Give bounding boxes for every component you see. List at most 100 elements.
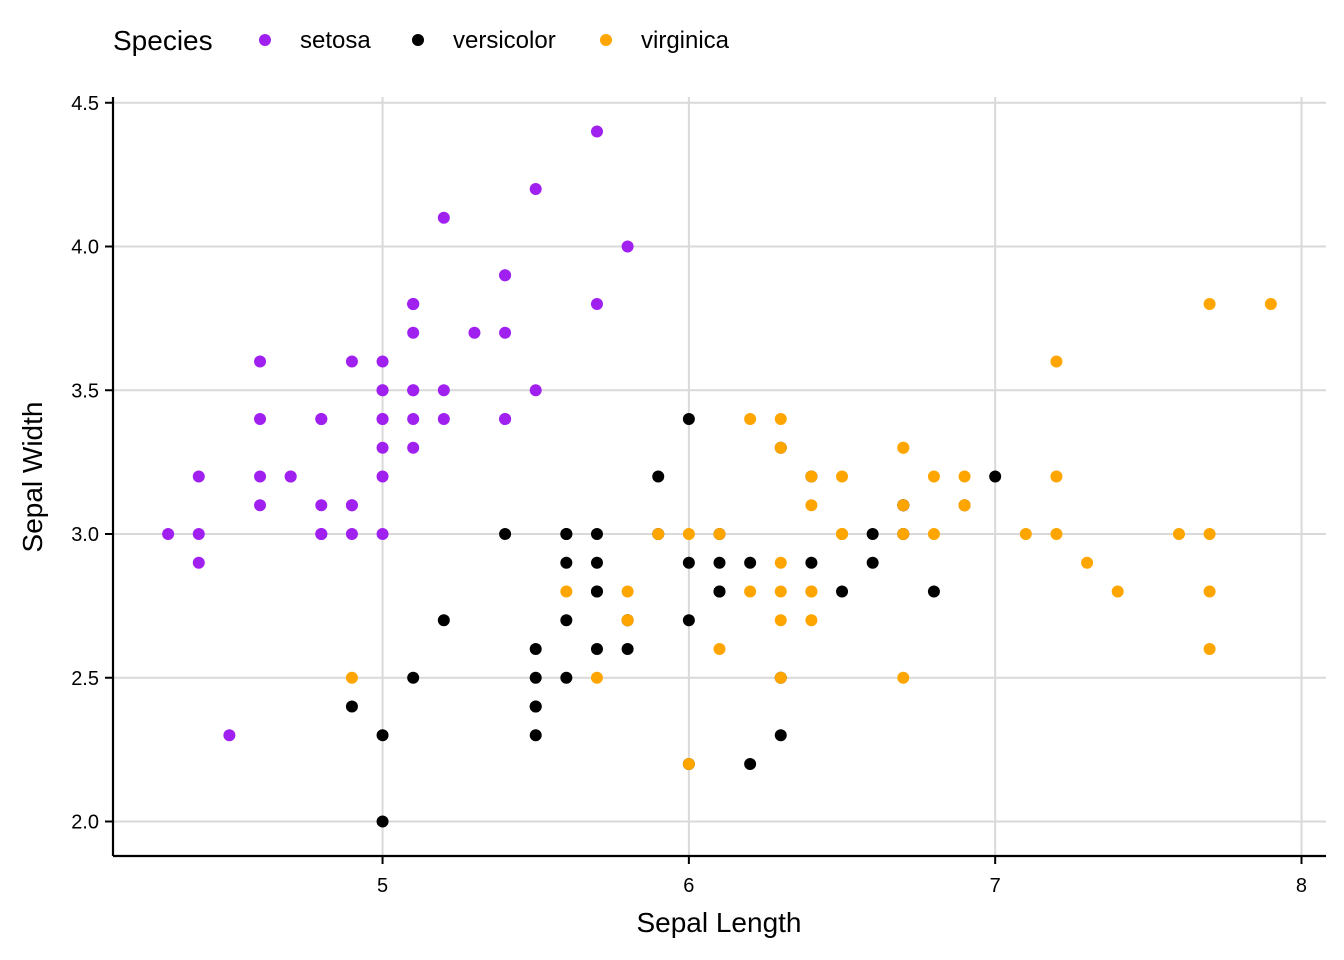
data-point xyxy=(590,556,603,569)
data-point xyxy=(958,470,971,483)
data-point xyxy=(774,556,787,569)
legend-label-versicolor: versicolor xyxy=(453,27,556,54)
data-point xyxy=(590,298,603,310)
data-point xyxy=(315,413,328,425)
data-point xyxy=(682,758,695,770)
data-point xyxy=(621,614,634,627)
data-point xyxy=(1081,556,1094,569)
data-point xyxy=(407,413,420,425)
data-point xyxy=(805,470,818,483)
x-tick-label: 6 xyxy=(683,875,694,897)
data-point xyxy=(376,441,389,454)
data-point xyxy=(437,211,450,224)
data-point xyxy=(376,355,389,368)
data-point xyxy=(621,585,634,598)
data-point xyxy=(254,470,267,483)
data-point xyxy=(836,528,849,540)
data-point xyxy=(560,556,573,569)
data-point xyxy=(499,326,512,339)
data-point xyxy=(1019,528,1032,540)
data-point xyxy=(805,556,818,569)
data-point xyxy=(958,499,971,512)
data-point xyxy=(499,413,512,425)
data-point xyxy=(560,528,573,540)
x-tick-label: 7 xyxy=(990,875,1001,897)
data-point xyxy=(407,298,420,310)
y-tick-label: 2.5 xyxy=(71,668,99,690)
data-point xyxy=(1172,528,1185,540)
data-point xyxy=(927,585,940,598)
data-point xyxy=(652,528,665,540)
data-point xyxy=(897,499,910,512)
data-point xyxy=(682,556,695,569)
data-point xyxy=(1050,470,1063,483)
data-point xyxy=(529,384,542,397)
data-point xyxy=(407,384,420,397)
series-virginica xyxy=(345,298,1277,770)
legend-label-setosa: setosa xyxy=(300,27,371,54)
data-point xyxy=(345,528,358,540)
data-point xyxy=(529,643,542,655)
data-point xyxy=(989,470,1002,483)
data-point xyxy=(529,729,542,742)
data-point xyxy=(376,413,389,425)
y-axis-title: Sepal Width xyxy=(17,402,48,553)
data-point xyxy=(836,470,849,483)
data-point xyxy=(223,729,236,742)
legend: Species setosa versicolor virginica xyxy=(113,25,730,56)
data-point xyxy=(376,815,389,828)
grid-lines xyxy=(113,97,1326,856)
data-point xyxy=(284,470,297,483)
data-point xyxy=(774,671,787,684)
data-point xyxy=(774,614,787,627)
data-point xyxy=(590,671,603,684)
data-point xyxy=(560,585,573,598)
data-point xyxy=(1203,298,1216,310)
data-point xyxy=(744,758,757,770)
data-point xyxy=(254,355,267,368)
data-point xyxy=(805,499,818,512)
x-tick-label: 5 xyxy=(377,875,388,897)
y-axis-ticks: 2.0 2.5 3.0 3.5 4.0 4.5 xyxy=(71,93,113,834)
data-point xyxy=(621,643,634,655)
data-point xyxy=(744,556,757,569)
data-point xyxy=(560,614,573,627)
data-point xyxy=(315,499,328,512)
data-point xyxy=(590,528,603,540)
data-point xyxy=(897,671,910,684)
data-point xyxy=(744,413,757,425)
data-point xyxy=(376,528,389,540)
data-point xyxy=(774,729,787,742)
x-tick-label: 8 xyxy=(1296,875,1307,897)
data-point xyxy=(468,326,481,339)
data-point xyxy=(529,671,542,684)
series-setosa xyxy=(162,125,634,742)
data-point xyxy=(682,614,695,627)
legend-key-versicolor xyxy=(412,34,424,46)
data-point xyxy=(437,614,450,627)
data-point xyxy=(1111,585,1124,598)
y-tick-label: 2.0 xyxy=(71,812,99,834)
data-point xyxy=(713,528,726,540)
data-point xyxy=(254,413,267,425)
data-point xyxy=(866,528,879,540)
data-point xyxy=(499,269,512,282)
data-point xyxy=(407,326,420,339)
data-point xyxy=(836,585,849,598)
data-point xyxy=(590,125,603,138)
y-tick-label: 3.5 xyxy=(71,380,99,402)
data-point xyxy=(376,470,389,483)
data-point xyxy=(713,643,726,655)
data-point xyxy=(192,556,205,569)
data-point xyxy=(897,528,910,540)
data-point xyxy=(590,585,603,598)
data-point xyxy=(192,470,205,483)
data-point xyxy=(621,240,634,253)
data-point xyxy=(1203,643,1216,655)
data-point xyxy=(376,729,389,742)
data-point xyxy=(590,643,603,655)
x-axis-ticks: 5 6 7 8 xyxy=(377,856,1307,897)
series-versicolor xyxy=(345,413,1002,828)
data-point xyxy=(529,700,542,713)
data-point xyxy=(560,671,573,684)
